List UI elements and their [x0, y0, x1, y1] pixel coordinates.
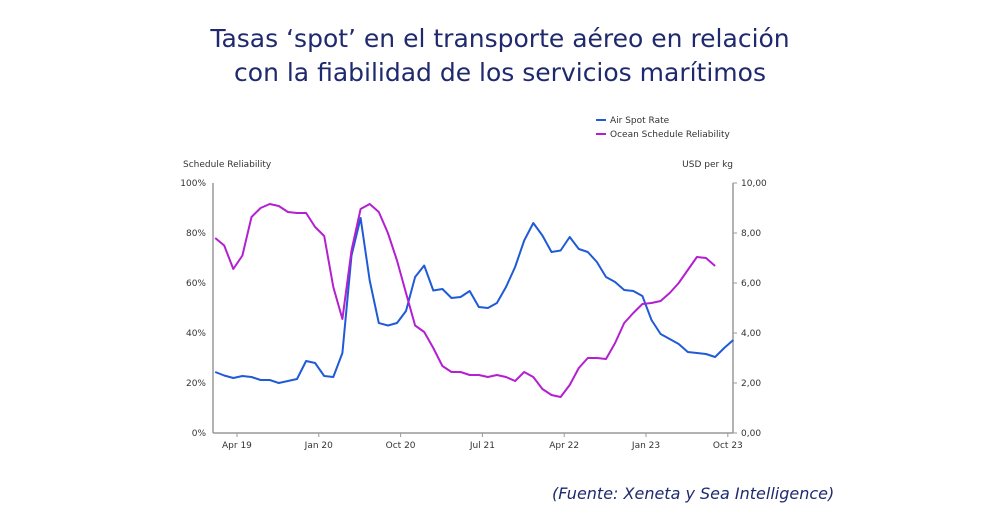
x-tick-label: Jan 20 — [304, 441, 333, 451]
x-tick-label: Apr 22 — [549, 441, 579, 451]
chart-title-line1: Tasas ‘spot’ en el transporte aéreo en r… — [210, 24, 790, 53]
legend-label-ocean: Ocean Schedule Reliability — [610, 130, 731, 140]
right-tick-label: 0,00 — [741, 429, 761, 439]
right-tick-label: 6,00 — [741, 279, 761, 289]
right-tick-label: 4,00 — [741, 329, 761, 339]
x-tick-label: Jul 21 — [469, 441, 495, 451]
legend-label-air: Air Spot Rate — [610, 116, 670, 126]
chart-title-line2: con la fiabilidad de los servicios marít… — [234, 58, 766, 87]
right-tick-label: 8,00 — [741, 229, 761, 239]
left-tick-label: 100% — [180, 179, 206, 189]
ocean-reliability-line — [214, 203, 716, 398]
left-tick-label: 0% — [192, 429, 207, 439]
left-tick-label: 60% — [186, 279, 206, 289]
x-tick-label: Apr 19 — [222, 441, 252, 451]
x-tick-label: Oct 23 — [713, 441, 743, 451]
x-tick-label: Oct 20 — [386, 441, 416, 451]
left-tick-label: 80% — [186, 229, 206, 239]
legend: Air Spot Rate Ocean Schedule Reliability — [596, 116, 731, 140]
right-tick-label: 2,00 — [741, 379, 761, 389]
right-tick-label: 10,00 — [741, 179, 767, 189]
x-tick-label: Jan 23 — [631, 441, 660, 451]
source-note: (Fuente: Xeneta y Sea Intelligence) — [552, 484, 835, 503]
air-spot-rate-line — [214, 217, 734, 384]
left-axis-label: Schedule Reliability — [183, 160, 272, 170]
right-axis-label: USD per kg — [682, 160, 733, 170]
left-tick-label: 20% — [186, 379, 206, 389]
left-tick-label: 40% — [186, 329, 206, 339]
